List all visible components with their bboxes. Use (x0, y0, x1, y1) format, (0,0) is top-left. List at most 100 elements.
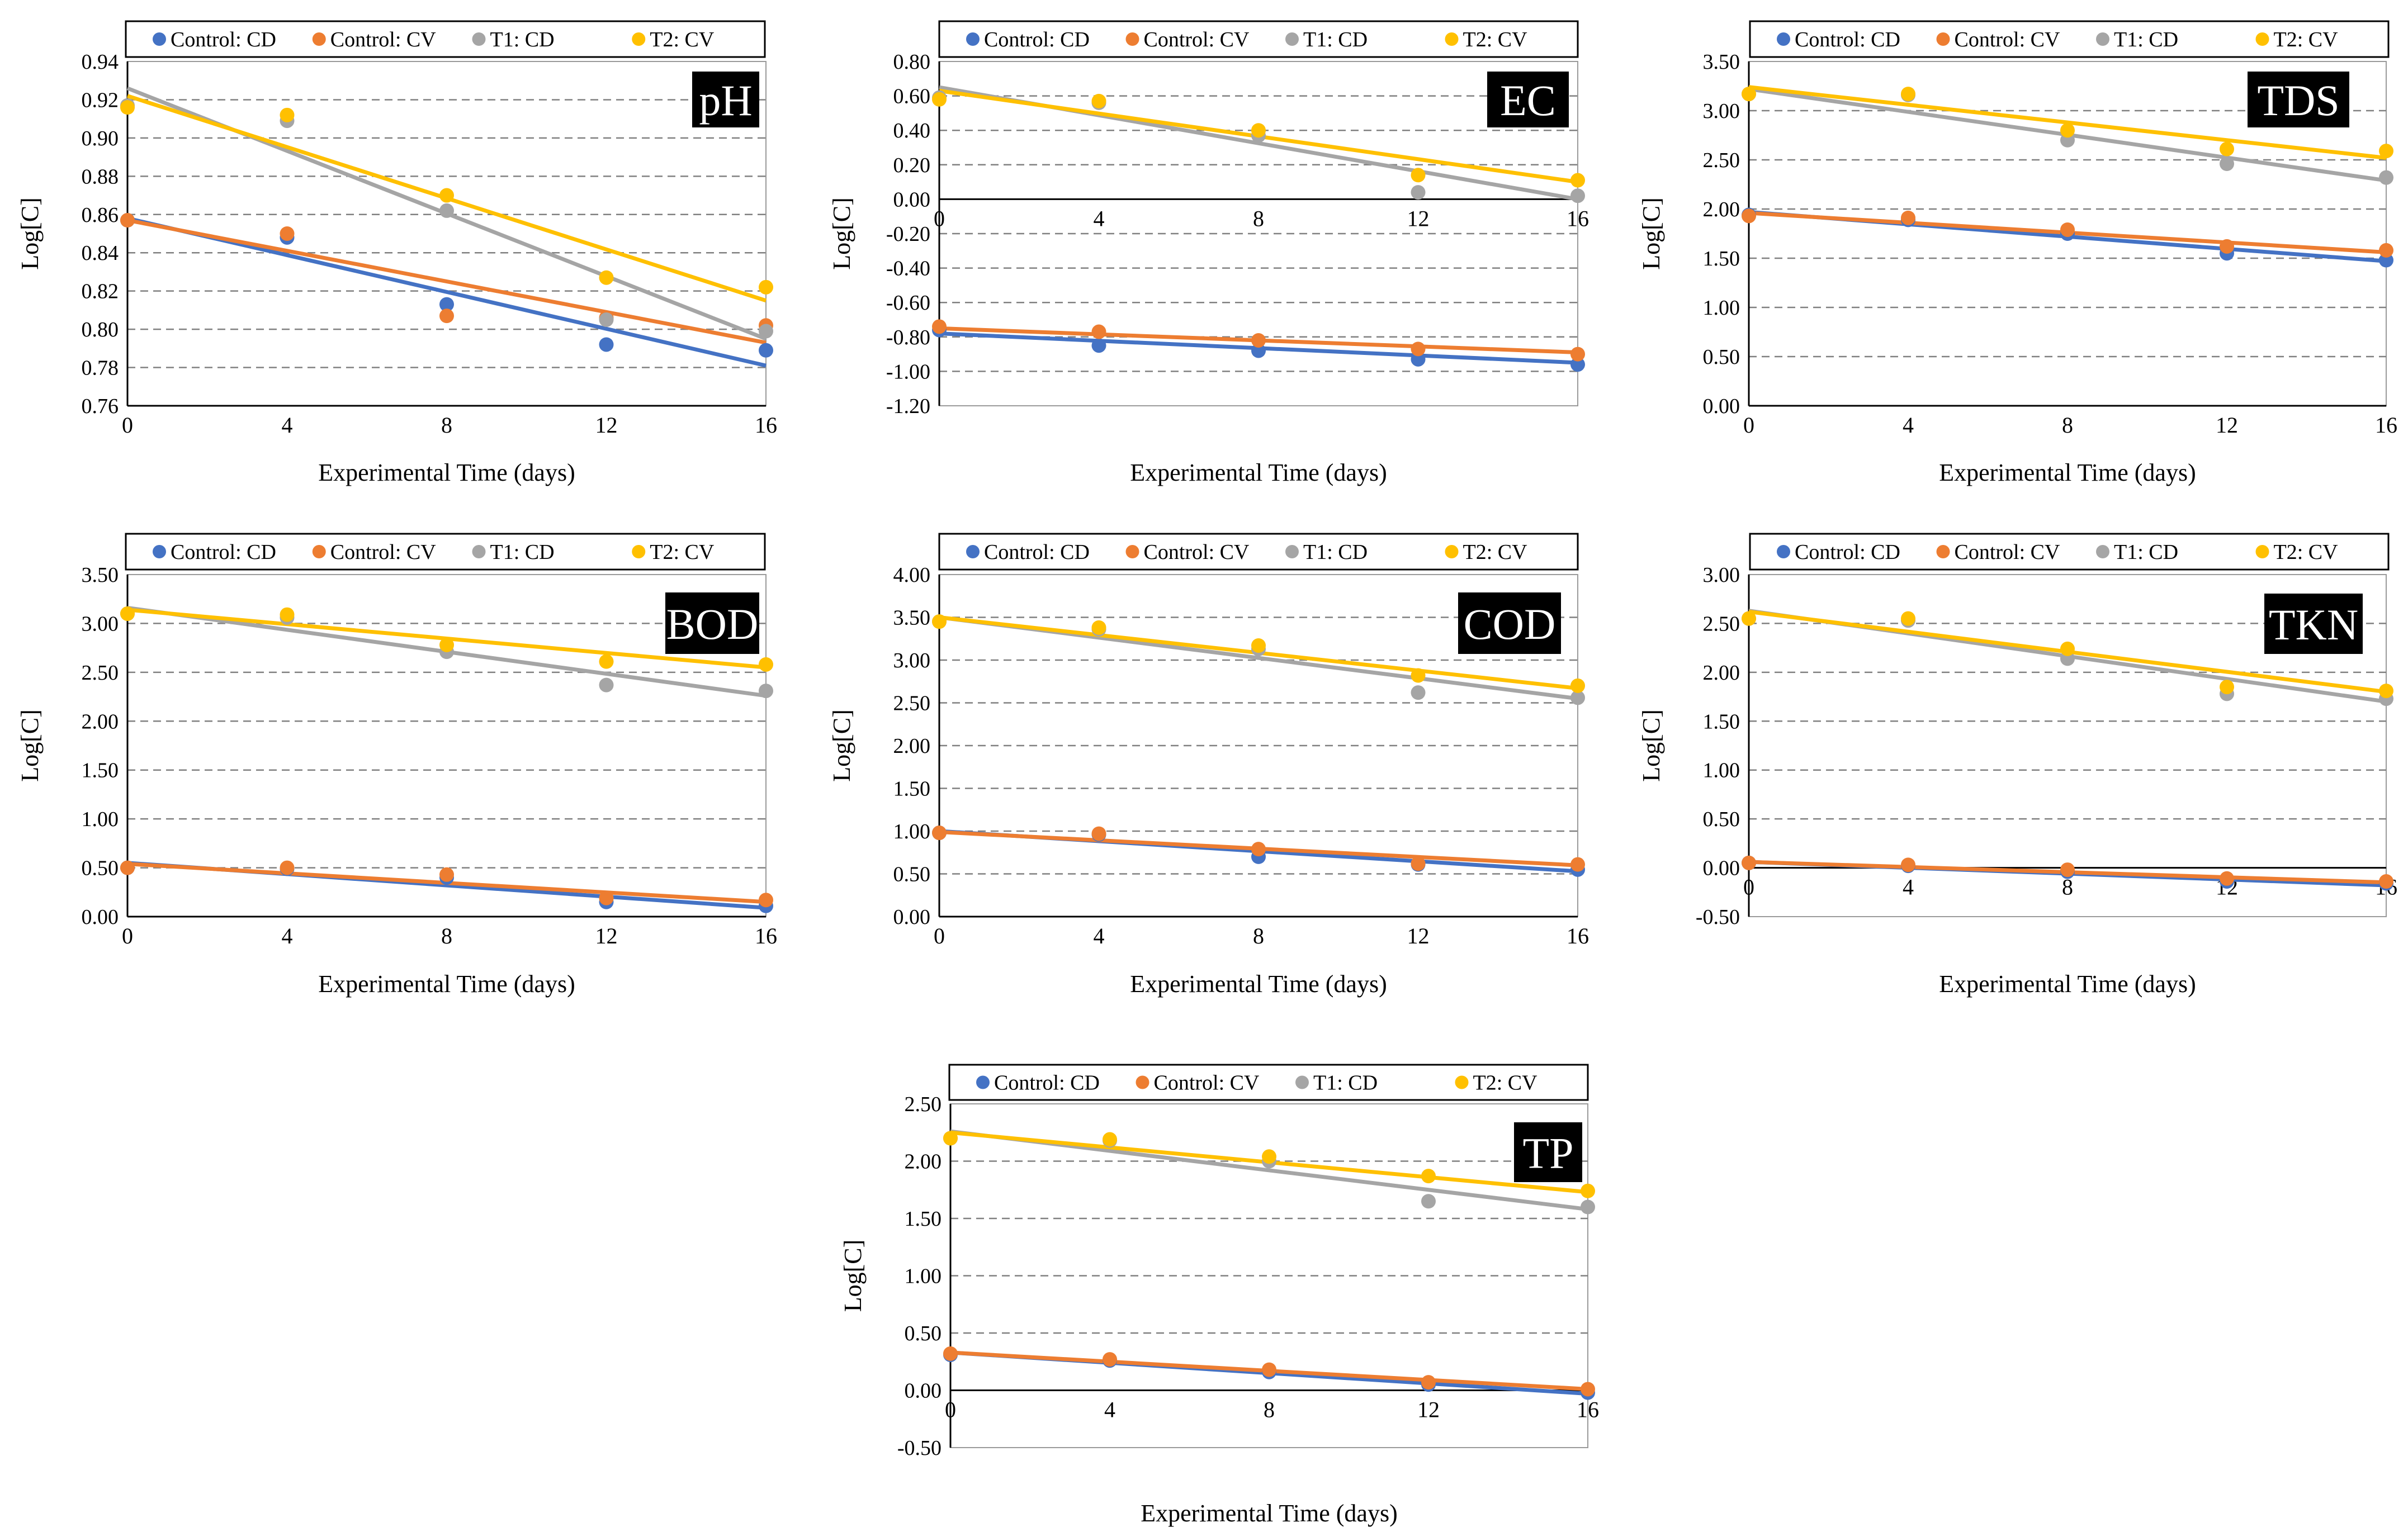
data-point-control_cv (1251, 333, 1266, 348)
x-tick-label: 0 (1743, 875, 1754, 900)
y-tick-label: 3.00 (82, 612, 119, 635)
data-point-t1_cd (1421, 1194, 1436, 1209)
parameter-tag-label: TKN (2269, 600, 2358, 649)
data-point-control_cv (120, 860, 135, 875)
data-point-control_cv (1411, 856, 1426, 871)
data-point-t2_cv (599, 654, 614, 669)
legend-entry: T1: CD (2114, 28, 2178, 51)
y-tick-label: 2.00 (893, 734, 931, 758)
x-tick-label: 8 (441, 412, 452, 438)
x-tick-label: 16 (755, 923, 777, 948)
chart-panel-cod: Control: CD Control: CV T1: CD T2: CV 0.00 0.… (828, 533, 1589, 998)
x-tick-label: 4 (282, 412, 293, 438)
data-point-t2_cv (932, 92, 947, 107)
x-axis-title: Experimental Time (days) (1939, 970, 2196, 998)
parameter-tag-box (692, 72, 759, 127)
data-point-t2_cv (1262, 1149, 1276, 1164)
data-point-control_cv (759, 893, 773, 908)
y-tick-label: 2.00 (1703, 198, 1740, 221)
legend-entry: T2: CV (1463, 540, 1528, 564)
data-point-control_cv (1901, 857, 1915, 872)
legend-entry: Control: CV (330, 540, 437, 564)
y-tick-label: 2.50 (1703, 149, 1740, 172)
data-point-control_cv (1262, 1362, 1276, 1377)
data-point-control_cv (1901, 210, 1915, 225)
x-tick-label: 12 (2216, 412, 2238, 438)
y-tick-label: 1.50 (905, 1207, 942, 1231)
legend-entry: Control: CV (1144, 540, 1250, 564)
y-tick-label: 0.86 (82, 203, 119, 227)
x-axis-title: Experimental Time (days) (1130, 459, 1387, 486)
legend-marker-icon (472, 545, 486, 558)
data-point-control_cv (1251, 842, 1266, 857)
chart-panel-ec: Control: CD Control: CV T1: CD T2: CV -1.20 -… (828, 20, 1589, 486)
x-tick-label: 4 (1903, 875, 1914, 900)
data-point-t2_cv (2220, 680, 2234, 695)
data-point-t1_cd (759, 324, 773, 339)
data-point-control_cv (439, 867, 454, 882)
x-tick-label: 4 (1094, 923, 1105, 948)
data-point-control_cv (2220, 871, 2234, 886)
legend-marker-icon (1295, 1075, 1309, 1089)
data-point-t1_cd (1581, 1199, 1595, 1215)
legend-entry: T1: CD (1303, 540, 1368, 564)
data-point-control_cd (1411, 352, 1426, 367)
data-point-control_cv (2060, 222, 2075, 237)
legend-entry: T1: CD (2114, 540, 2178, 564)
x-tick-label: 4 (1903, 412, 1914, 438)
y-tick-label: 0.50 (905, 1322, 942, 1345)
legend-entry: T2: CV (2274, 540, 2339, 564)
x-axis-title: Experimental Time (days) (1141, 1500, 1398, 1527)
x-axis-title: Experimental Time (days) (318, 459, 575, 486)
data-point-control_cv (2379, 243, 2393, 258)
y-tick-label: 2.50 (1703, 612, 1740, 635)
y-tick-label: 1.50 (1703, 247, 1740, 271)
parameter-tag-box (1458, 592, 1561, 654)
data-point-t1_cd (1411, 685, 1426, 700)
x-tick-label: 8 (2062, 875, 2073, 900)
y-tick-label: 0.76 (82, 395, 119, 418)
data-point-control_cv (932, 826, 947, 841)
data-point-control_cv (2220, 239, 2234, 254)
y-tick-label: 2.50 (893, 692, 931, 715)
data-point-control_cd (1570, 357, 1585, 372)
y-axis-title: Log[C] (828, 197, 855, 270)
legend-box (1749, 20, 2390, 58)
data-point-control_cv (1570, 857, 1585, 872)
y-tick-label: 0.78 (82, 357, 119, 380)
y-tick-label: 0.50 (1703, 345, 1740, 369)
data-point-control_cd (439, 297, 454, 312)
legend-entry: T1: CD (1313, 1071, 1378, 1095)
legend-entry: Control: CD (984, 28, 1090, 51)
trendline-control_cv (127, 218, 767, 345)
legend-entry: Control: CD (1795, 540, 1900, 564)
y-tick-label: 2.50 (82, 661, 119, 685)
y-tick-label: 1.50 (82, 759, 119, 782)
y-tick-label: 0.20 (893, 154, 931, 177)
data-point-control_cv (932, 319, 947, 334)
legend-box (125, 533, 766, 571)
data-point-t1_cd (599, 677, 614, 693)
data-point-t2_cv (1251, 638, 1266, 653)
y-tick-label: 0.00 (905, 1379, 942, 1403)
y-axis-title: Log[C] (16, 197, 44, 270)
data-point-t2_cv (2379, 144, 2393, 159)
legend-marker-icon (1777, 32, 1790, 46)
y-tick-label: -0.80 (886, 326, 930, 349)
data-point-t2_cv (2220, 141, 2234, 156)
legend-marker-icon (153, 545, 166, 558)
y-tick-label: 0.60 (893, 85, 931, 108)
parameter-tag-box (1487, 72, 1569, 127)
data-point-control_cv (1581, 1382, 1595, 1397)
y-tick-label: 3.00 (1703, 563, 1740, 587)
legend-marker-icon (472, 32, 486, 46)
y-tick-label: 0.80 (82, 318, 119, 342)
y-tick-label: 4.00 (893, 563, 931, 587)
y-tick-label: 0.00 (1703, 395, 1740, 418)
y-axis-title: Log[C] (1638, 197, 1665, 270)
legend-marker-icon (312, 545, 326, 558)
y-tick-label: 1.50 (1703, 710, 1740, 733)
parameter-tag-label: COD (1464, 600, 1556, 648)
y-tick-label: 1.00 (1703, 759, 1740, 782)
y-tick-label: 1.00 (1703, 296, 1740, 320)
